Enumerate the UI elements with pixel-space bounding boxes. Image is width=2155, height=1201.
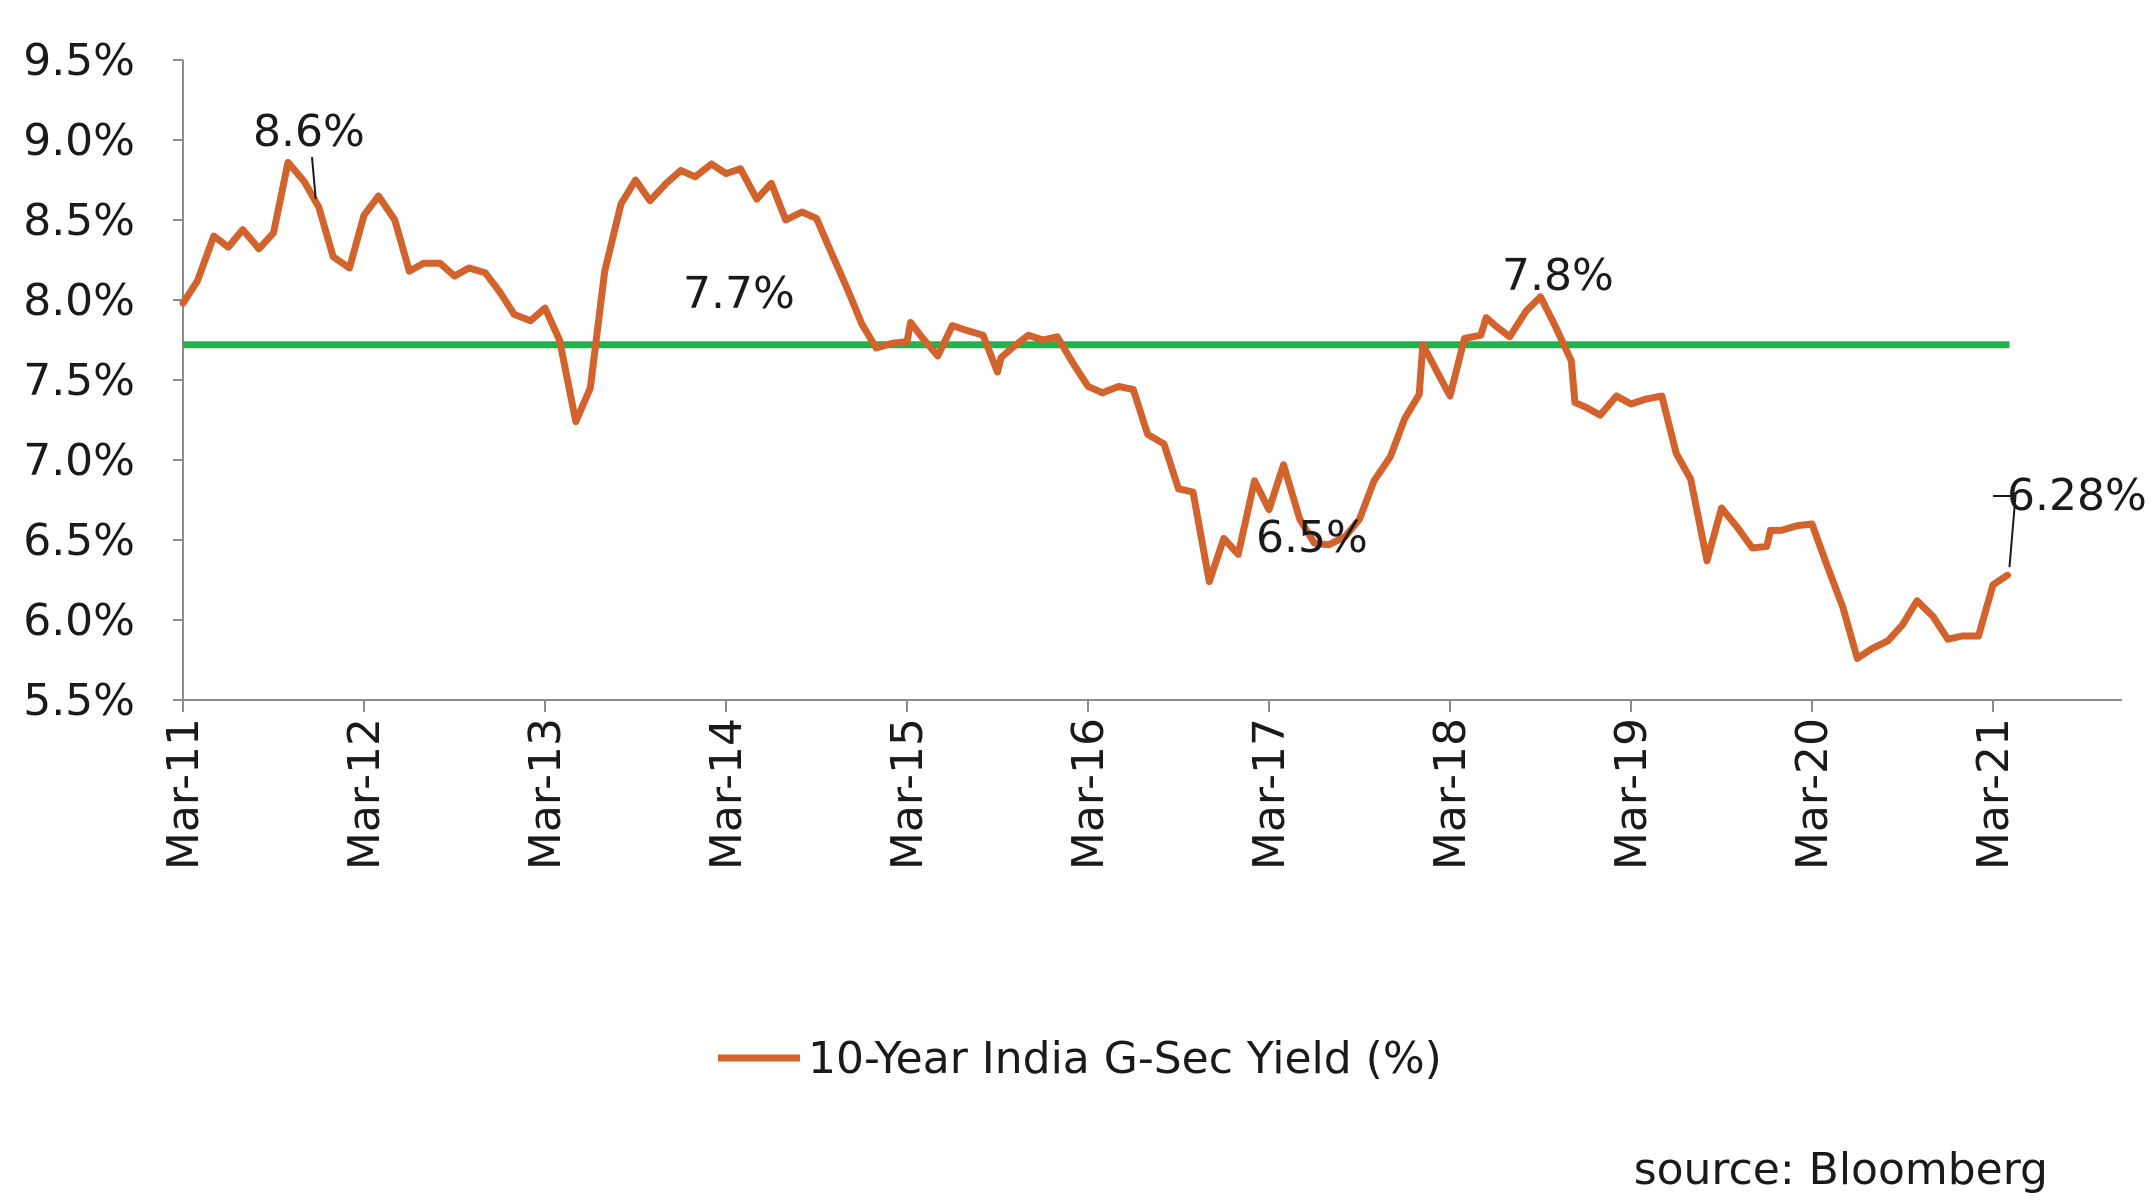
x-tick-label: Mar-15	[882, 718, 933, 870]
y-tick-label: 6.0%	[23, 595, 135, 646]
annotation-leader-line	[1993, 495, 2017, 568]
x-tick-label: Mar-12	[339, 718, 390, 870]
annotation-label: 6.28%	[2007, 470, 2147, 521]
legend: 10-Year India G-Sec Yield (%)	[718, 1033, 1442, 1084]
legend-label: 10-Year India G-Sec Yield (%)	[808, 1033, 1442, 1084]
x-axis: Mar-11 Mar-12 Mar-13 Mar-14 Mar-15 Mar-16 Mar-…	[158, 699, 2122, 870]
annotations: 8.6% 7.7% 6.5% 7.8% 6.28%	[253, 106, 2147, 568]
annotation-label: 6.5%	[1256, 512, 1368, 563]
x-tick-label: Mar-18	[1425, 718, 1476, 870]
y-tick-label: 6.5%	[23, 515, 135, 566]
annotation-leader-line	[311, 156, 317, 200]
series-group	[179, 158, 2011, 662]
y-tick-label: 8.5%	[23, 195, 135, 246]
y-tick-label: 5.5%	[23, 675, 135, 726]
x-tick-label: Mar-16	[1063, 718, 1114, 870]
annotation-label: 7.7%	[683, 268, 795, 319]
annotation-label: 8.6%	[253, 106, 365, 157]
source-note: source: Bloomberg	[1634, 1144, 2048, 1195]
y-tick-label: 8.0%	[23, 275, 135, 326]
y-tick-label: 7.5%	[23, 355, 135, 406]
x-tick-label: Mar-20	[1787, 718, 1838, 870]
x-tick-label: Mar-11	[158, 718, 209, 870]
x-tick-label: Mar-17	[1244, 718, 1295, 870]
x-tick-label: Mar-21	[1968, 718, 2019, 870]
y-axis: 5.5% 6.0% 6.5% 7.0% 7.5% 8.0% 8.5% 9.0% 9.5%	[23, 35, 184, 726]
y-tick-label: 9.0%	[23, 115, 135, 166]
x-tick-label: Mar-13	[520, 718, 571, 870]
yield-series-line	[179, 158, 2011, 662]
x-tick-label: Mar-19	[1606, 718, 1657, 870]
y-tick-label: 9.5%	[23, 35, 135, 86]
x-tick-label: Mar-14	[701, 718, 752, 870]
annotation-label: 7.8%	[1502, 250, 1614, 301]
y-tick-label: 7.0%	[23, 435, 135, 486]
